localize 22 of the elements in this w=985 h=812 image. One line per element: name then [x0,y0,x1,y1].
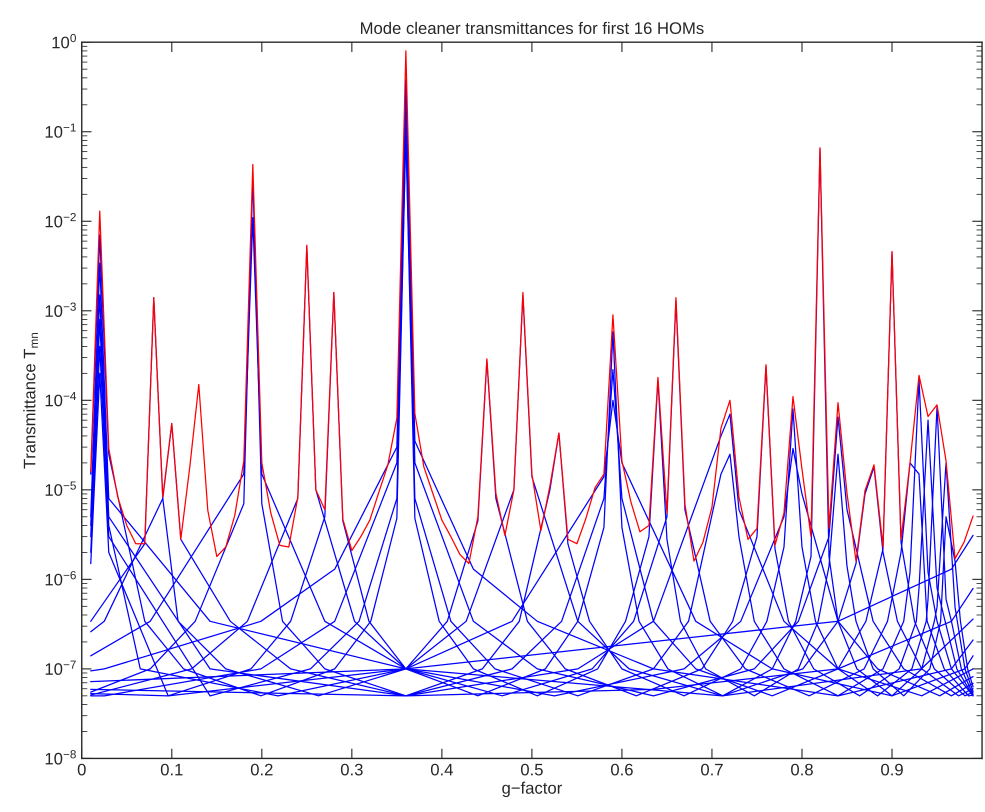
x-tick-label: 0.2 [250,764,273,776]
y-tick-label: 10$^{−4}$ [46,392,76,406]
x-tick-label: 0.5 [520,764,543,776]
y-tick-label: 10$^{−1}$ [46,123,76,138]
chart-title: Mode cleaner transmittances for first 16 HOMs [360,22,704,34]
x-tick-label: 0 [78,764,86,776]
x-tick-label: 0.3 [340,764,363,776]
x-axis-title: g−factor [502,782,562,798]
y-tick-label: 10$^{−2}$ [46,212,76,228]
x-tick-label: 0.1 [160,764,183,776]
x-tick-label: 0.7 [701,764,723,776]
y-tick-label: 10$^{−5}$ [46,482,76,496]
y-tick-label: 10$^{−3}$ [46,302,76,317]
x-tick-label: 0.6 [610,764,633,776]
y-tick-label: 10$^{−8}$ [46,750,76,765]
x-tick-label: 0.4 [430,764,453,776]
y-axis-title: Transmittance T$_{mn}$ [23,332,38,469]
x-tick-label: 0.8 [791,764,813,776]
x-tick-label: 0.9 [881,764,903,776]
y-tick-label: 10$^{0}$ [52,34,76,48]
y-tick-label: 10$^{−6}$ [46,571,76,586]
y-tick-label: 10$^{−7}$ [46,660,76,675]
